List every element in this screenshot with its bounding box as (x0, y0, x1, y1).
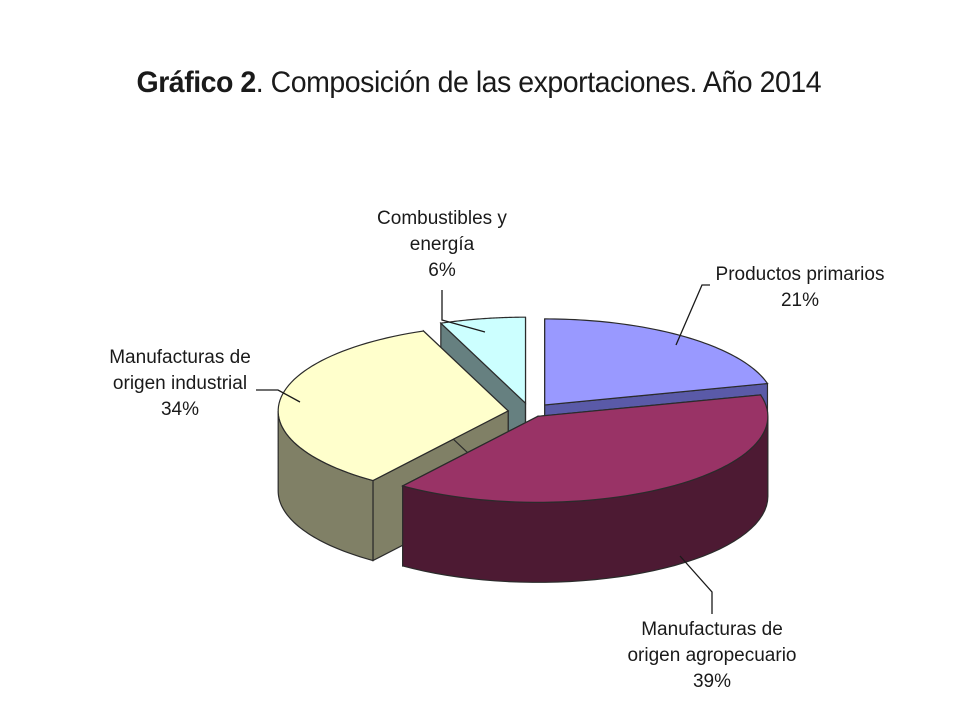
slice-value-label-0: 21% (781, 290, 819, 311)
slice-name-label-2: Manufacturas de (109, 347, 251, 368)
pie-slice-2-top (277, 330, 510, 482)
pie-label-1: Manufacturas de origen agropecuario 39% (627, 555, 797, 692)
slice-name-label-3: energía (410, 234, 475, 255)
slice-name-label-1: Manufacturas de (641, 619, 783, 640)
leader-line-1 (679, 555, 713, 614)
slice-name-label-3: Combustibles y (377, 208, 507, 229)
pie-slice-0-top (544, 318, 769, 406)
leader-line-3 (441, 290, 486, 333)
pie-label-2: Manufacturas de origen industrial 34% (109, 347, 301, 420)
slice-value-label-1: 39% (693, 671, 731, 692)
slice-name-label-0: Productos primarios (716, 264, 885, 285)
slice-name-label-2: origen industrial (113, 373, 247, 394)
pie-label-0: Productos primarios 21% (675, 264, 885, 346)
leader-line-0 (675, 284, 710, 346)
pie-labels: Productos primarios 21% Manufacturas de ori… (109, 208, 884, 692)
slice-name-label-1: origen agropecuario (627, 645, 796, 666)
chart-title-bold: Gráfico 2 (136, 66, 257, 99)
pie-slice-1 (401, 394, 769, 583)
pie-label-3: Combustibles y energía 6% (377, 208, 507, 333)
pie-slices (277, 316, 769, 583)
slice-value-label-3: 6% (428, 260, 456, 281)
pie-slice-3-top (439, 316, 527, 405)
slice-value-label-2: 34% (161, 399, 199, 420)
pie-slice-1-top (401, 394, 769, 503)
leader-line-2 (256, 389, 301, 403)
chart-title: Gráfico 2. Composición de las exportacio… (0, 66, 958, 100)
chart-title-text: . Composición de las exportaciones. Año … (255, 66, 822, 99)
